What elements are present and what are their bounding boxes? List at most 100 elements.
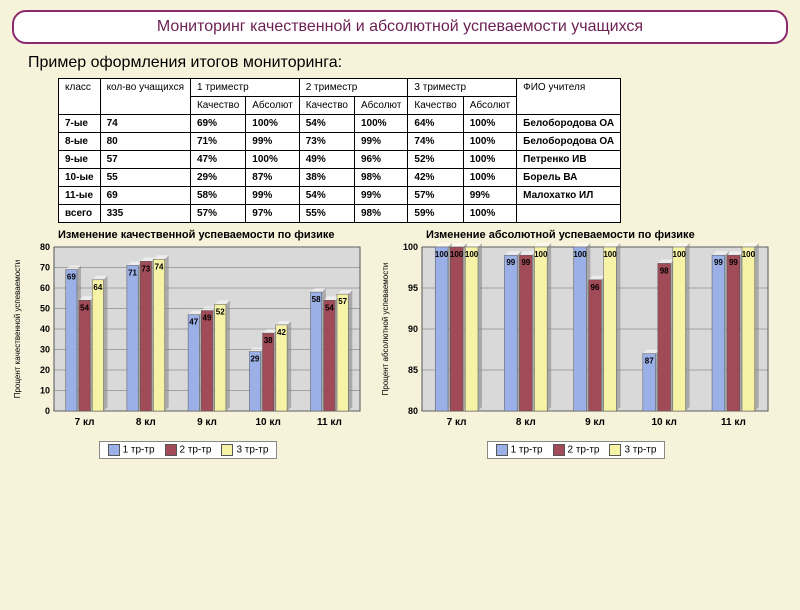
- svg-text:Процент качественной успеваемо: Процент качественной успеваемости: [13, 260, 22, 399]
- table-cell: 58%: [190, 187, 245, 205]
- table-cell: 7-ые: [59, 115, 101, 133]
- legend-item: 2 тр-тр: [165, 444, 212, 456]
- svg-text:74: 74: [155, 262, 164, 271]
- svg-text:73: 73: [141, 264, 150, 273]
- page-header: Мониторинг качественной и абсолютной усп…: [12, 10, 788, 44]
- chart-legend: 1 тр-тр2 тр-тр3 тр-тр: [487, 441, 666, 459]
- chart-absolute: Изменение абсолютной успеваемости по физ…: [376, 229, 776, 459]
- svg-text:80: 80: [40, 242, 50, 252]
- table-cell: 64%: [408, 115, 463, 133]
- svg-text:Процент абсолютной успеваемост: Процент абсолютной успеваемости: [381, 263, 390, 396]
- table-cell: 8-ые: [59, 133, 101, 151]
- table-cell: 54%: [299, 115, 354, 133]
- svg-text:99: 99: [521, 258, 530, 267]
- table-cell: 57%: [408, 187, 463, 205]
- table-cell: 100%: [463, 169, 516, 187]
- table-cell: 73%: [299, 133, 354, 151]
- table-cell: 100%: [463, 133, 516, 151]
- table-cell: 57%: [190, 205, 245, 223]
- svg-text:7 кл: 7 кл: [447, 417, 467, 428]
- table-body: 7-ые7469%100%54%100%64%100%Белобородова …: [59, 115, 621, 223]
- table-cell: 87%: [246, 169, 299, 187]
- svg-text:100: 100: [403, 242, 418, 252]
- col-count: кол-во учащихся: [100, 79, 190, 115]
- svg-text:100: 100: [603, 250, 617, 259]
- table-cell: 100%: [354, 115, 407, 133]
- table-cell: 100%: [246, 115, 299, 133]
- table-cell: 99%: [463, 187, 516, 205]
- table-cell: Белобородова ОА: [517, 133, 621, 151]
- svg-text:40: 40: [40, 324, 50, 334]
- legend-item: 3 тр-тр: [609, 444, 656, 456]
- table-cell: 69%: [190, 115, 245, 133]
- svg-text:30: 30: [40, 345, 50, 355]
- svg-text:47: 47: [189, 318, 198, 327]
- chart-title: Изменение качественной успеваемости по ф…: [58, 229, 334, 241]
- table-cell: 335: [100, 205, 190, 223]
- page-subtitle: Пример оформления итогов мониторинга:: [28, 54, 800, 72]
- svg-text:29: 29: [250, 355, 259, 364]
- svg-text:100: 100: [450, 250, 464, 259]
- table-cell: 100%: [463, 115, 516, 133]
- svg-text:100: 100: [673, 250, 687, 259]
- col-teacher: ФИО учителя: [517, 79, 621, 115]
- table-cell: 97%: [246, 205, 299, 223]
- table-cell: 38%: [299, 169, 354, 187]
- table-cell: 55%: [299, 205, 354, 223]
- table-cell: 69: [100, 187, 190, 205]
- table-cell: 47%: [190, 151, 245, 169]
- table-cell: 54%: [299, 187, 354, 205]
- table-cell: 98%: [354, 169, 407, 187]
- svg-text:100: 100: [435, 250, 449, 259]
- svg-text:100: 100: [534, 250, 548, 259]
- svg-text:99: 99: [714, 258, 723, 267]
- svg-text:38: 38: [264, 336, 273, 345]
- svg-text:98: 98: [660, 266, 669, 275]
- svg-text:54: 54: [325, 303, 334, 312]
- table-cell: 49%: [299, 151, 354, 169]
- svg-text:7 кл: 7 кл: [75, 417, 95, 428]
- svg-text:11 кл: 11 кл: [317, 417, 342, 428]
- svg-text:9 кл: 9 кл: [585, 417, 605, 428]
- col-class: класс: [59, 79, 101, 115]
- svg-text:96: 96: [591, 283, 600, 292]
- table-cell: 99%: [246, 187, 299, 205]
- svg-text:64: 64: [93, 283, 102, 292]
- svg-text:9 кл: 9 кл: [197, 417, 217, 428]
- svg-text:85: 85: [408, 365, 418, 375]
- charts-row: Изменение качественной успеваемости по ф…: [8, 229, 800, 459]
- legend-item: 1 тр-тр: [108, 444, 155, 456]
- svg-text:10 кл: 10 кл: [256, 417, 281, 428]
- chart-svg: 01020304050607080Процент качественной ус…: [8, 229, 368, 439]
- table-cell: 100%: [463, 151, 516, 169]
- svg-text:99: 99: [506, 258, 515, 267]
- table-cell: 29%: [190, 169, 245, 187]
- table-cell: 52%: [408, 151, 463, 169]
- svg-text:70: 70: [40, 263, 50, 273]
- table-cell: 98%: [354, 205, 407, 223]
- table-cell: Белобородова ОА: [517, 115, 621, 133]
- svg-text:58: 58: [312, 295, 321, 304]
- svg-text:11 кл: 11 кл: [721, 417, 746, 428]
- table-cell: 74%: [408, 133, 463, 151]
- table-cell: 99%: [354, 187, 407, 205]
- svg-text:71: 71: [128, 268, 137, 277]
- col-t3: 3 триместр: [408, 79, 517, 97]
- svg-text:10: 10: [40, 386, 50, 396]
- table-cell: 99%: [354, 133, 407, 151]
- table-cell: 42%: [408, 169, 463, 187]
- svg-text:100: 100: [465, 250, 479, 259]
- table-head: класс кол-во учащихся 1 триместр 2 триме…: [59, 79, 621, 115]
- col-t2: 2 триместр: [299, 79, 408, 97]
- svg-text:50: 50: [40, 304, 50, 314]
- svg-text:54: 54: [80, 303, 89, 312]
- svg-text:60: 60: [40, 283, 50, 293]
- table-cell: Борель ВА: [517, 169, 621, 187]
- svg-text:8 кл: 8 кл: [516, 417, 536, 428]
- svg-text:87: 87: [645, 357, 654, 366]
- svg-text:10 кл: 10 кл: [652, 417, 677, 428]
- svg-text:100: 100: [573, 250, 587, 259]
- svg-text:57: 57: [338, 297, 347, 306]
- chart-svg: 80859095100Процент абсолютной успеваемос…: [376, 229, 776, 439]
- table-cell: 99%: [246, 133, 299, 151]
